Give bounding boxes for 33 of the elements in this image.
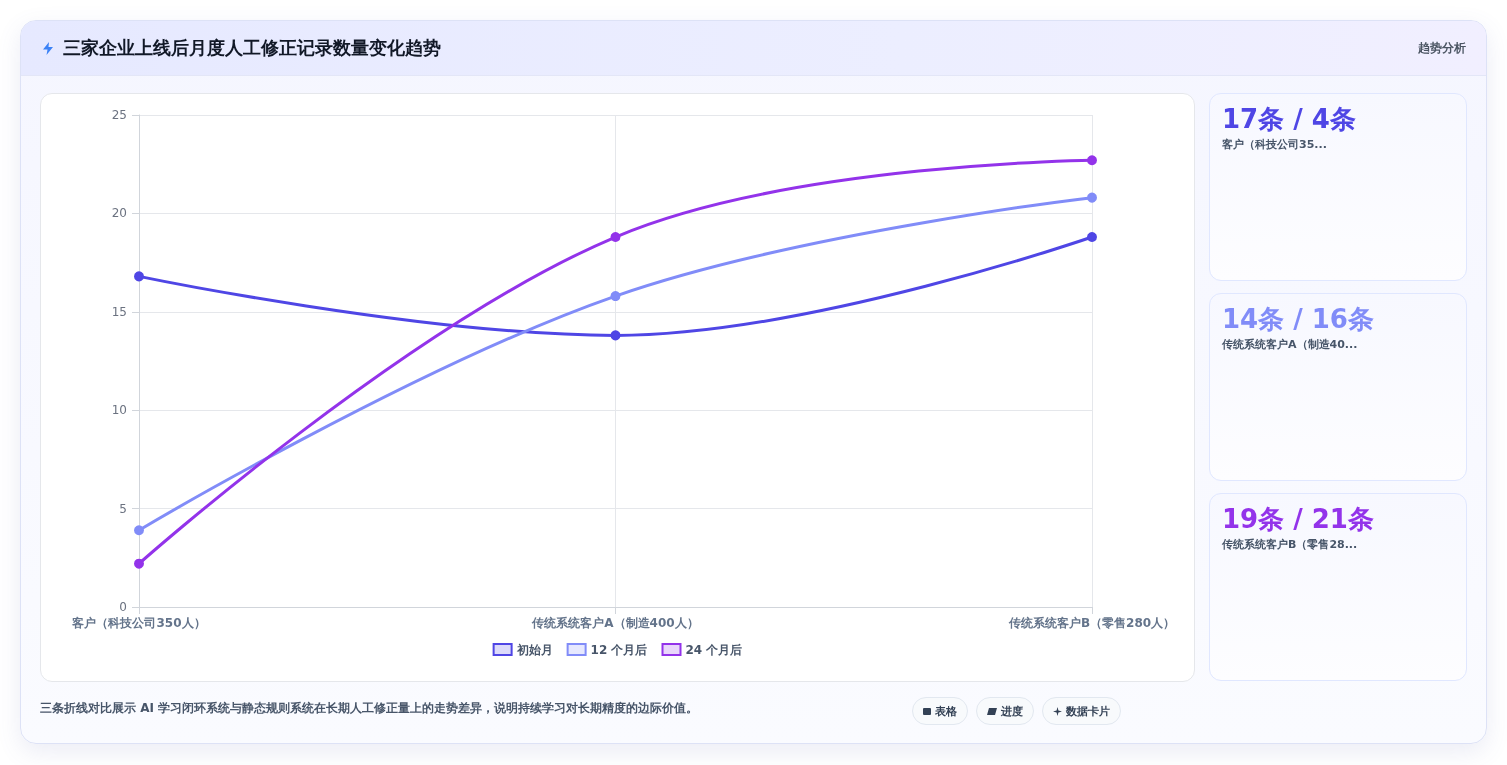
chart-title: 三家企业上线后月度人工修正记录数量变化趋势 bbox=[63, 37, 441, 58]
point bbox=[610, 330, 621, 341]
y-tick-label: 25 bbox=[111, 108, 127, 122]
text: 19条 / 21条 bbox=[1222, 504, 1374, 534]
point bbox=[134, 271, 144, 282]
y-tick-label: 5 bbox=[119, 501, 127, 516]
point bbox=[610, 232, 621, 243]
point bbox=[134, 525, 144, 536]
x-tick-label: 传统系统客户A（制造400人） bbox=[531, 616, 699, 630]
point bbox=[1087, 232, 1097, 243]
y-tick-label: 15 bbox=[111, 304, 127, 319]
x-tick-label: 客户（科技公司350人） bbox=[71, 616, 206, 630]
point bbox=[1087, 155, 1097, 166]
button: 表格 bbox=[912, 697, 968, 725]
button: 进度 bbox=[976, 697, 1034, 725]
y-tick-label: 10 bbox=[111, 403, 127, 418]
point bbox=[1087, 192, 1097, 203]
point bbox=[134, 558, 144, 569]
x-tick-label: 传统系统客户B（零售280人） bbox=[1007, 616, 1176, 630]
text: 传统系统客户A（制造40... bbox=[1222, 338, 1358, 351]
text: 传统系统客户B（零售28... bbox=[1222, 538, 1358, 551]
button: 数据卡片 bbox=[1042, 697, 1121, 725]
point bbox=[610, 291, 621, 302]
text: 三条折线对比展示 AI 学习闭环系统与静态规则系统在长期人工修正量上的走势差异，说明持续学习对长期精度的边际价值。 bbox=[40, 701, 699, 715]
legend-label: 12 个月后 bbox=[590, 642, 648, 657]
text: 17条 / 4条 bbox=[1222, 104, 1356, 134]
text: 趋势分析 bbox=[1418, 40, 1466, 55]
text: 14条 / 16条 bbox=[1222, 304, 1374, 334]
y-tick-label: 20 bbox=[111, 206, 127, 221]
y-tick-label: 0 bbox=[119, 600, 127, 614]
legend-label: 24 个月后 bbox=[685, 642, 743, 657]
text: 客户（科技公司35... bbox=[1222, 138, 1327, 151]
legend-label: 初始月 bbox=[515, 642, 553, 657]
